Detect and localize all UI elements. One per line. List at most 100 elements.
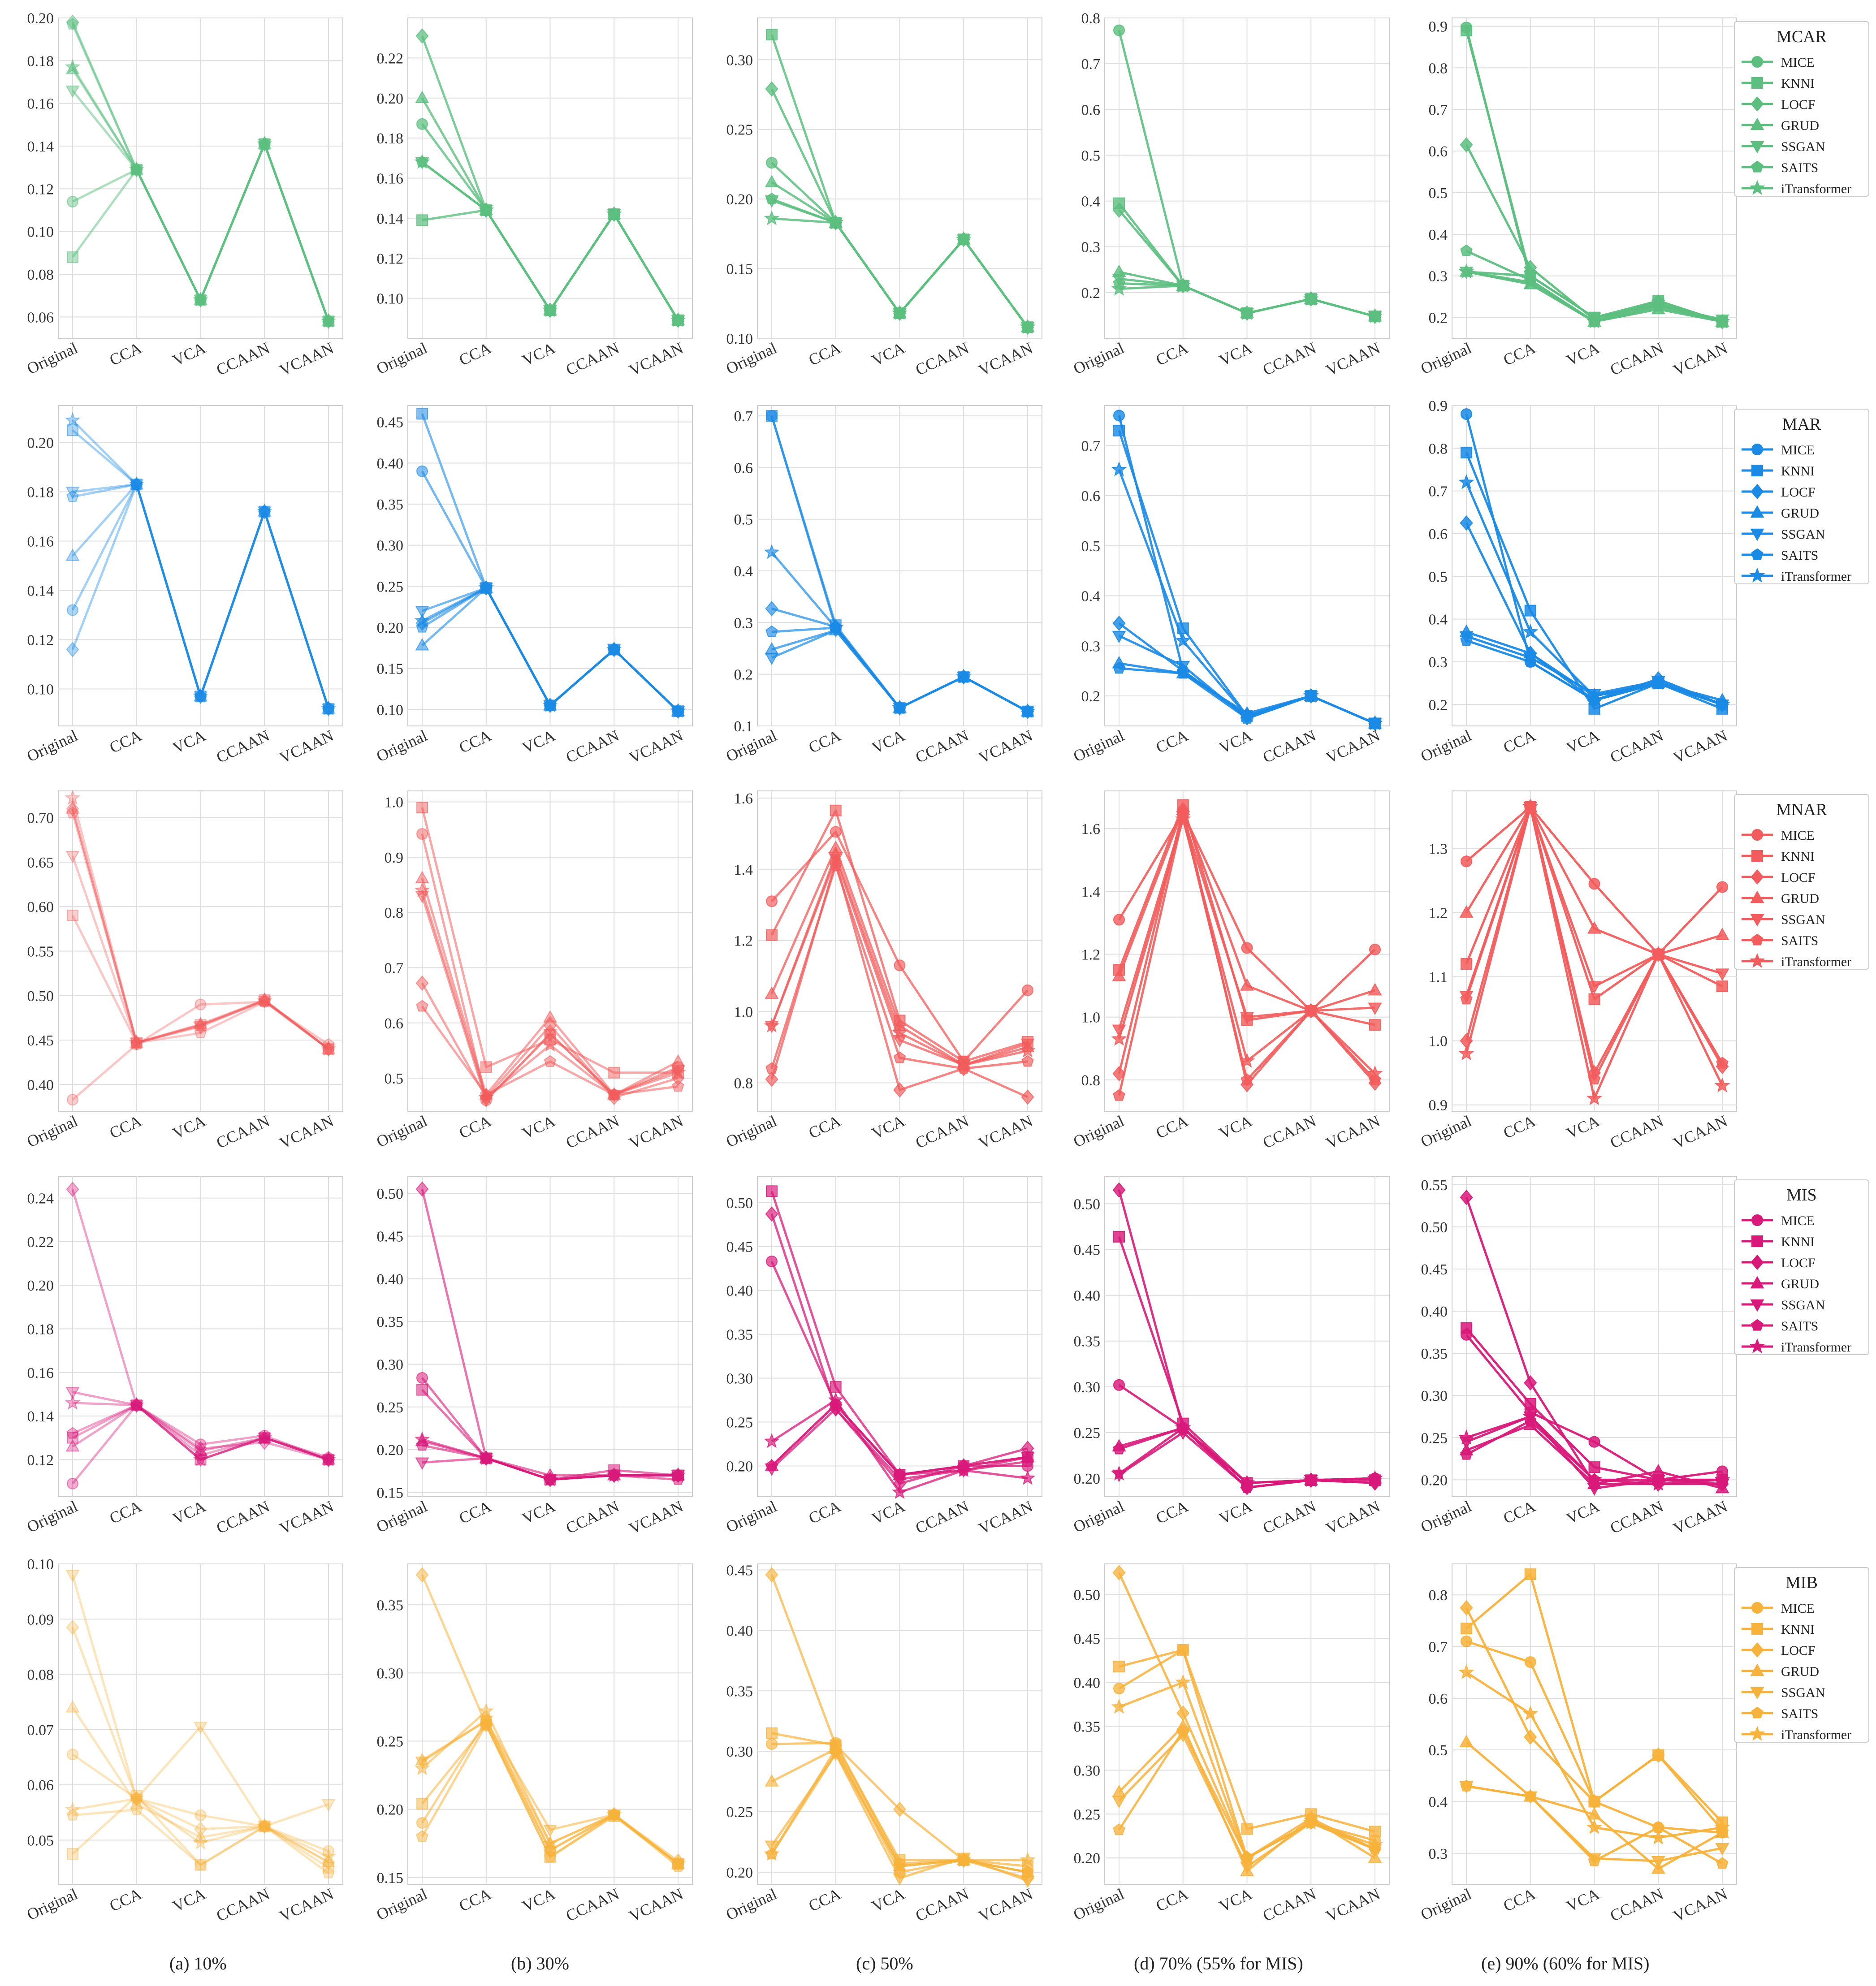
legend-marker-ssgan [1750,141,1764,154]
data-point-knni [1588,993,1600,1005]
y-tick-label: 0.45 [27,1032,54,1049]
data-point-itransformer [1650,1476,1666,1491]
legend-mis: MIS MICE KNNI LOCF GRUD SSGAN SAITS iTransforme… [1734,1179,1869,1355]
panel-mar-4: 0.2 0.3 0.4 0.5 0.6 0.7 0.8 0.9 Original CCA VCA CC… [1418,398,1737,767]
series-line-grud [421,878,679,1096]
data-point-mice [416,1817,428,1829]
data-point-mice [195,1809,207,1821]
data-point-saits [130,1399,143,1411]
y-tick-label: 0.45 [726,1239,753,1256]
y-tick-label: 0.30 [726,52,753,69]
x-tick-label: Original [1071,726,1127,765]
data-point-mice [766,1256,778,1268]
data-point-locf [322,1041,335,1057]
data-point-saits [765,1062,778,1074]
data-point-itransformer [1586,313,1603,328]
x-tick-label: Original [723,1497,780,1536]
data-point-mice [416,1372,428,1384]
panel-mib-3: 0.20 0.25 0.30 0.35 0.40 0.45 0.50 Original CCA V… [1071,1563,1390,1925]
x-tick-label: VCA [519,726,558,757]
x-tick-label: CCAAN [1608,1112,1666,1152]
x-tick-label: Original [1071,339,1127,378]
y-tick-label: 0.12 [27,181,54,198]
legend-marker-saits [1751,1706,1764,1718]
data-point-locf [258,1434,271,1450]
y-tick-label: 0.20 [27,10,54,27]
data-point-itransformer [1239,305,1255,320]
data-point-saits [1021,1455,1034,1467]
y-tick-label: 0.4 [1081,194,1101,210]
data-point-ssgan [257,996,272,1009]
x-tick-label: CCAAN [214,1497,272,1537]
data-point-saits [1716,1057,1729,1069]
x-tick-label: VCAAN [626,726,686,767]
data-point-ssgan [257,1821,272,1834]
data-point-locf [1524,1375,1537,1391]
data-point-knni [766,929,778,941]
series-line-itransformer [72,1402,329,1461]
legend-marker-saits [1751,160,1764,173]
data-point-locf [66,801,79,816]
y-tick-label: 0.25 [1074,1425,1101,1442]
data-point-saits [1524,1790,1537,1802]
data-point-ssgan [65,85,80,98]
data-point-itransformer [1522,274,1539,289]
legend-label-grud: GRUD [1781,506,1819,521]
data-point-mice [1113,914,1125,926]
data-point-locf [66,1182,79,1197]
y-tick-label: 0.22 [377,50,404,67]
x-tick-label: Original [723,1112,780,1151]
y-tick-label: 0.30 [1421,1388,1448,1404]
data-point-ssgan [130,1037,144,1050]
data-point-saits [66,807,79,819]
data-point-grud [130,1796,144,1809]
y-tick-label: 0.8 [1429,440,1448,457]
legend-label-ssgan: SSGAN [1781,1298,1825,1312]
data-point-itransformer [256,1818,272,1833]
y-tick-label: 0.18 [377,130,404,147]
data-point-saits [322,1866,335,1879]
data-point-mice [1461,1635,1472,1647]
y-tick-label: 0.20 [1074,1850,1101,1867]
legend-marker-locf [1751,1254,1764,1270]
data-point-ssgan [765,652,779,665]
x-tick-label: Original [1071,1112,1127,1151]
data-point-itransformer [1111,281,1127,296]
data-point-grud [1459,905,1474,918]
data-point-knni [1369,1826,1381,1838]
caption-c: (c) 50% [856,1953,913,1973]
data-point-itransformer [1111,1031,1127,1046]
data-point-knni [67,1848,78,1860]
legend-marker-mice [1751,1214,1763,1226]
y-tick-label: 0.3 [1429,268,1448,285]
data-point-itransformer [1650,946,1666,961]
series-line-mice [72,1001,329,1101]
y-tick-label: 1.4 [734,862,753,878]
panel-mis-1: 0.15 0.20 0.25 0.30 0.35 0.40 0.45 0.50 Original… [374,1176,693,1537]
x-tick-label: Original [374,1885,430,1924]
x-tick-label: CCAAN [563,726,622,767]
x-tick-label: CCAAN [913,726,972,767]
data-point-mice [1524,1656,1536,1668]
data-point-knni [130,479,143,490]
y-tick-label: 0.06 [27,309,54,326]
legend-marker-itransformer [1749,1726,1765,1741]
data-point-locf [1524,1729,1537,1745]
y-tick-label: 0.6 [1429,143,1448,160]
data-point-ssgan [1240,1012,1254,1025]
y-tick-label: 0.20 [27,1278,54,1294]
data-point-mice [1369,943,1381,955]
y-tick-label: 0.05 [27,1832,54,1849]
data-point-saits [194,1858,207,1870]
y-tick-label: 0.40 [27,1077,54,1093]
y-tick-label: 0.9 [1429,1097,1448,1114]
legend-label-mice: MICE [1781,443,1815,458]
series-line-knni [72,1404,329,1461]
data-point-grud [415,638,429,651]
data-point-locf [415,28,429,44]
y-tick-label: 0.18 [27,484,54,501]
x-tick-label: VCAAN [976,339,1035,379]
data-point-saits [322,1451,335,1463]
data-point-knni [130,1399,143,1411]
